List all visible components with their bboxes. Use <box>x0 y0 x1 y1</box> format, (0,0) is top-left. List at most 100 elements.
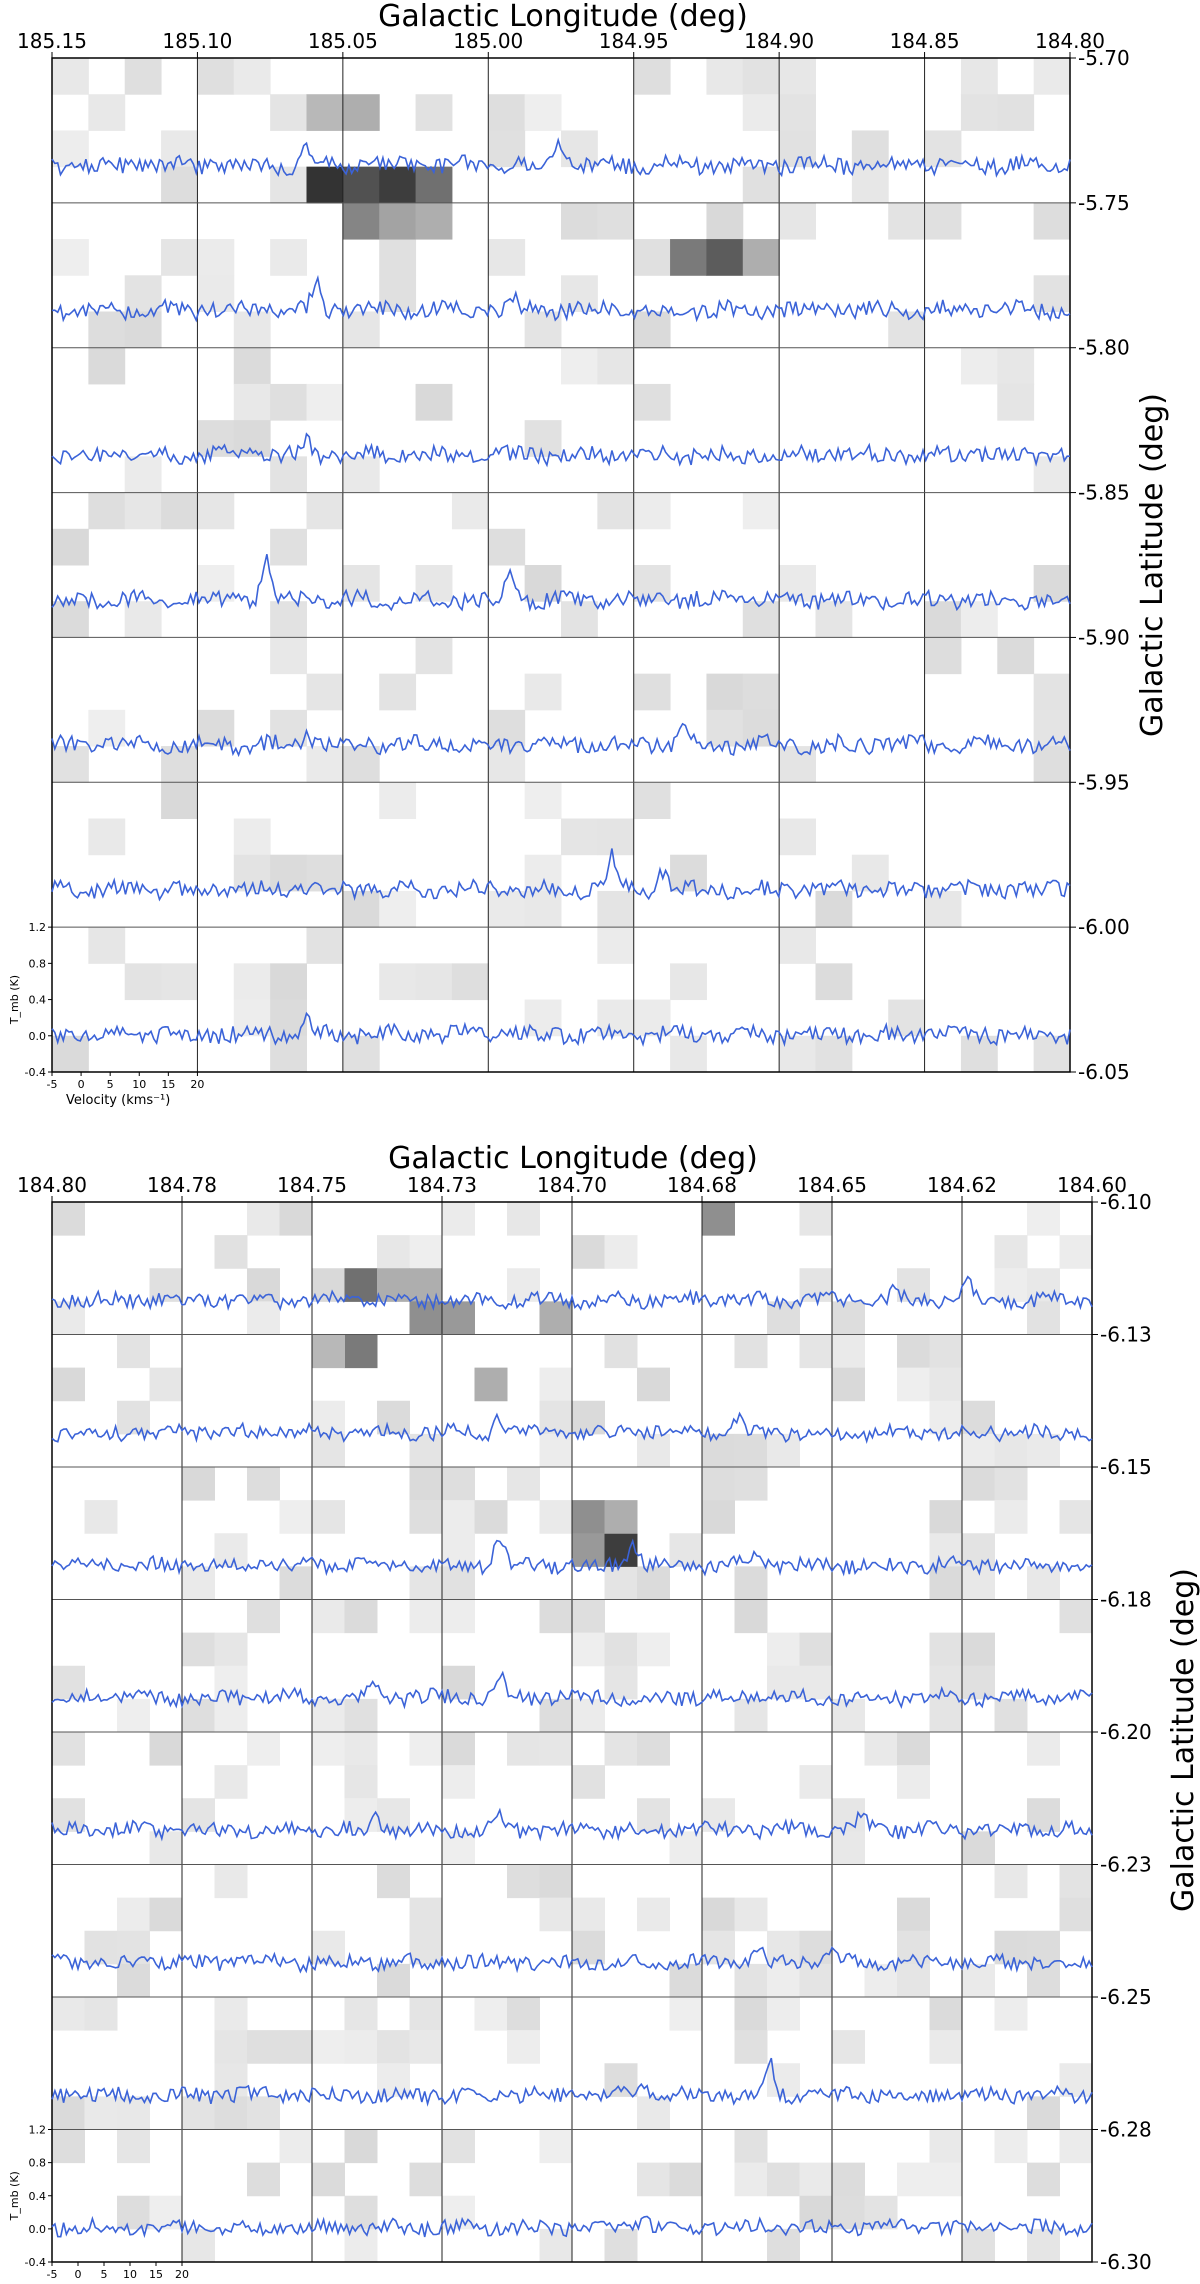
top-ylabel: Galactic Latitude (deg) <box>1135 393 1170 737</box>
x-tick-label: 185.10 <box>162 29 232 53</box>
y-tick-label: -6.20 <box>1100 1720 1152 1744</box>
intensity-pixel <box>637 1433 670 1468</box>
intensity-pixel <box>1033 456 1071 494</box>
intensity-pixel <box>233 311 271 349</box>
y-tick-label: -6.13 <box>1100 1323 1152 1347</box>
intensity-pixel <box>670 239 707 276</box>
intensity-pixel <box>888 311 926 349</box>
inset-x-tick-label: 15 <box>161 1078 175 1091</box>
intensity-pixel <box>604 1665 638 1700</box>
intensity-pixel <box>270 239 307 276</box>
intensity-pixel <box>1027 1202 1060 1236</box>
inset-y-tick-label: -0.4 <box>25 2256 46 2269</box>
intensity-pixel <box>247 1732 280 1766</box>
intensity-pixel <box>1027 2096 1060 2130</box>
intensity-pixel <box>1059 1864 1093 1899</box>
intensity-pixel <box>409 1235 443 1269</box>
intensity-pixel <box>962 1632 995 1667</box>
intensity-pixel <box>270 456 307 494</box>
intensity-pixel <box>88 94 126 131</box>
intensity-pixel <box>572 1533 605 1567</box>
intensity-pixel <box>474 1367 508 1402</box>
intensity-pixel <box>633 673 671 711</box>
intensity-pixel <box>669 2162 703 2197</box>
intensity-pixel <box>415 963 453 1001</box>
inset-y-tick-label: 1.2 <box>29 921 47 934</box>
intensity-pixel <box>962 1831 995 1865</box>
intensity-pixel <box>706 709 744 747</box>
intensity-pixel <box>929 2030 963 2064</box>
intensity-pixel <box>270 601 307 638</box>
intensity-pixel <box>214 2030 248 2064</box>
spectrum-line <box>51 1807 1093 1842</box>
intensity-pixel <box>597 492 635 530</box>
x-tick-label: 184.80 <box>17 1173 87 1197</box>
intensity-pixel <box>270 528 307 566</box>
intensity-pixel <box>344 1698 378 1733</box>
intensity-pixel <box>344 2030 378 2064</box>
intensity-pixel <box>561 202 598 240</box>
intensity-pixel <box>270 94 307 131</box>
intensity-pixel <box>637 1897 670 1932</box>
intensity-pixel <box>409 1500 443 1534</box>
intensity-pixel <box>247 2162 280 2197</box>
intensity-pixel <box>962 1665 995 1700</box>
intensity-pixel <box>1059 1897 1093 1932</box>
intensity-pixel <box>1059 2129 1093 2164</box>
y-tick-label: -5.90 <box>1078 625 1130 649</box>
intensity-pixel <box>1033 673 1071 711</box>
intensity-pixel <box>1033 58 1071 95</box>
intensity-pixel <box>279 1566 313 1600</box>
y-tick-label: -6.28 <box>1100 2118 1152 2142</box>
intensity-pixel <box>124 492 162 530</box>
inset-x-tick-label: 0 <box>75 2268 82 2281</box>
intensity-pixel <box>799 1632 833 1667</box>
intensity-pixel <box>604 1732 638 1766</box>
inset-x-tick-label: -5 <box>47 1078 58 1091</box>
intensity-pixel <box>734 2162 768 2197</box>
intensity-pixel <box>997 637 1035 675</box>
intensity-pixel <box>306 166 344 204</box>
intensity-pixel <box>799 1963 833 1998</box>
intensity-pixel <box>488 94 526 131</box>
intensity-pixel <box>572 1400 605 1435</box>
intensity-pixel <box>832 2030 865 2064</box>
intensity-pixel <box>604 1500 638 1534</box>
intensity-pixel <box>1059 1235 1093 1269</box>
intensity-pixel <box>149 1367 183 1402</box>
intensity-pixel <box>897 1367 930 1402</box>
intensity-pixel <box>767 1433 800 1468</box>
intensity-pixel <box>561 275 598 312</box>
inset-x-tick-label: -5 <box>47 2268 58 2281</box>
spectrum-line <box>51 1946 1093 1974</box>
intensity-pixel <box>312 1433 345 1468</box>
intensity-pixel <box>182 1467 215 1501</box>
intensity-pixel <box>377 1864 410 1899</box>
intensity-pixel <box>572 1897 605 1932</box>
intensity-pixel <box>84 2096 118 2130</box>
intensity-map <box>52 1202 1093 2263</box>
intensity-pixel <box>279 2030 313 2064</box>
intensity-pixel <box>409 1301 443 1335</box>
intensity-pixel <box>572 1235 605 1269</box>
x-tick-label: 184.70 <box>537 1173 607 1197</box>
intensity-pixel <box>247 1599 280 1634</box>
intensity-pixel <box>897 1930 930 1965</box>
intensity-pixel <box>88 311 126 349</box>
intensity-pixel <box>561 347 598 385</box>
intensity-pixel <box>247 2030 280 2064</box>
spectrum-line <box>51 137 1071 178</box>
intensity-pixel <box>312 1599 345 1634</box>
intensity-pixel <box>539 1698 573 1733</box>
spectrum-line <box>51 432 1070 468</box>
intensity-pixel <box>270 999 307 1037</box>
intensity-pixel <box>197 709 235 747</box>
intensity-pixel <box>633 383 671 421</box>
intensity-pixel <box>670 1035 707 1073</box>
intensity-pixel <box>962 1963 995 1998</box>
intensity-pixel <box>637 2096 670 2130</box>
intensity-pixel <box>779 565 816 602</box>
intensity-pixel <box>415 94 453 131</box>
inset-y-tick-label: 0.0 <box>29 1030 47 1043</box>
